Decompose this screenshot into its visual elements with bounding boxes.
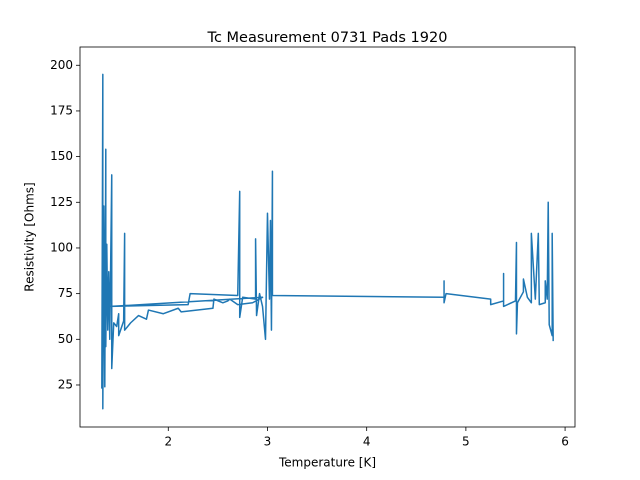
x-tick-label: 2: [164, 435, 172, 449]
y-tick-label: 75: [58, 286, 73, 300]
x-tick-label: 6: [561, 435, 569, 449]
y-tick-label: 150: [50, 149, 73, 163]
data-line: [101, 73, 554, 410]
x-tick-label: 3: [264, 435, 272, 449]
y-tick-label: 25: [58, 377, 73, 391]
y-tick-label: 100: [50, 240, 73, 254]
axes-frame: [79, 46, 576, 428]
x-axis-label: Temperature [K]: [278, 456, 376, 470]
plot-area: [101, 73, 554, 410]
y-tick-label: 125: [50, 195, 73, 209]
chart-title: Tc Measurement 0731 Pads 1920: [207, 30, 448, 46]
x-tick-label: 5: [462, 435, 470, 449]
y-tick-label: 175: [50, 103, 73, 117]
y-tick-label: 200: [50, 58, 73, 72]
y-axis-label: Resistivity [Ohms]: [23, 182, 37, 291]
x-tick-label: 4: [363, 435, 371, 449]
y-tick-label: 50: [58, 332, 73, 346]
